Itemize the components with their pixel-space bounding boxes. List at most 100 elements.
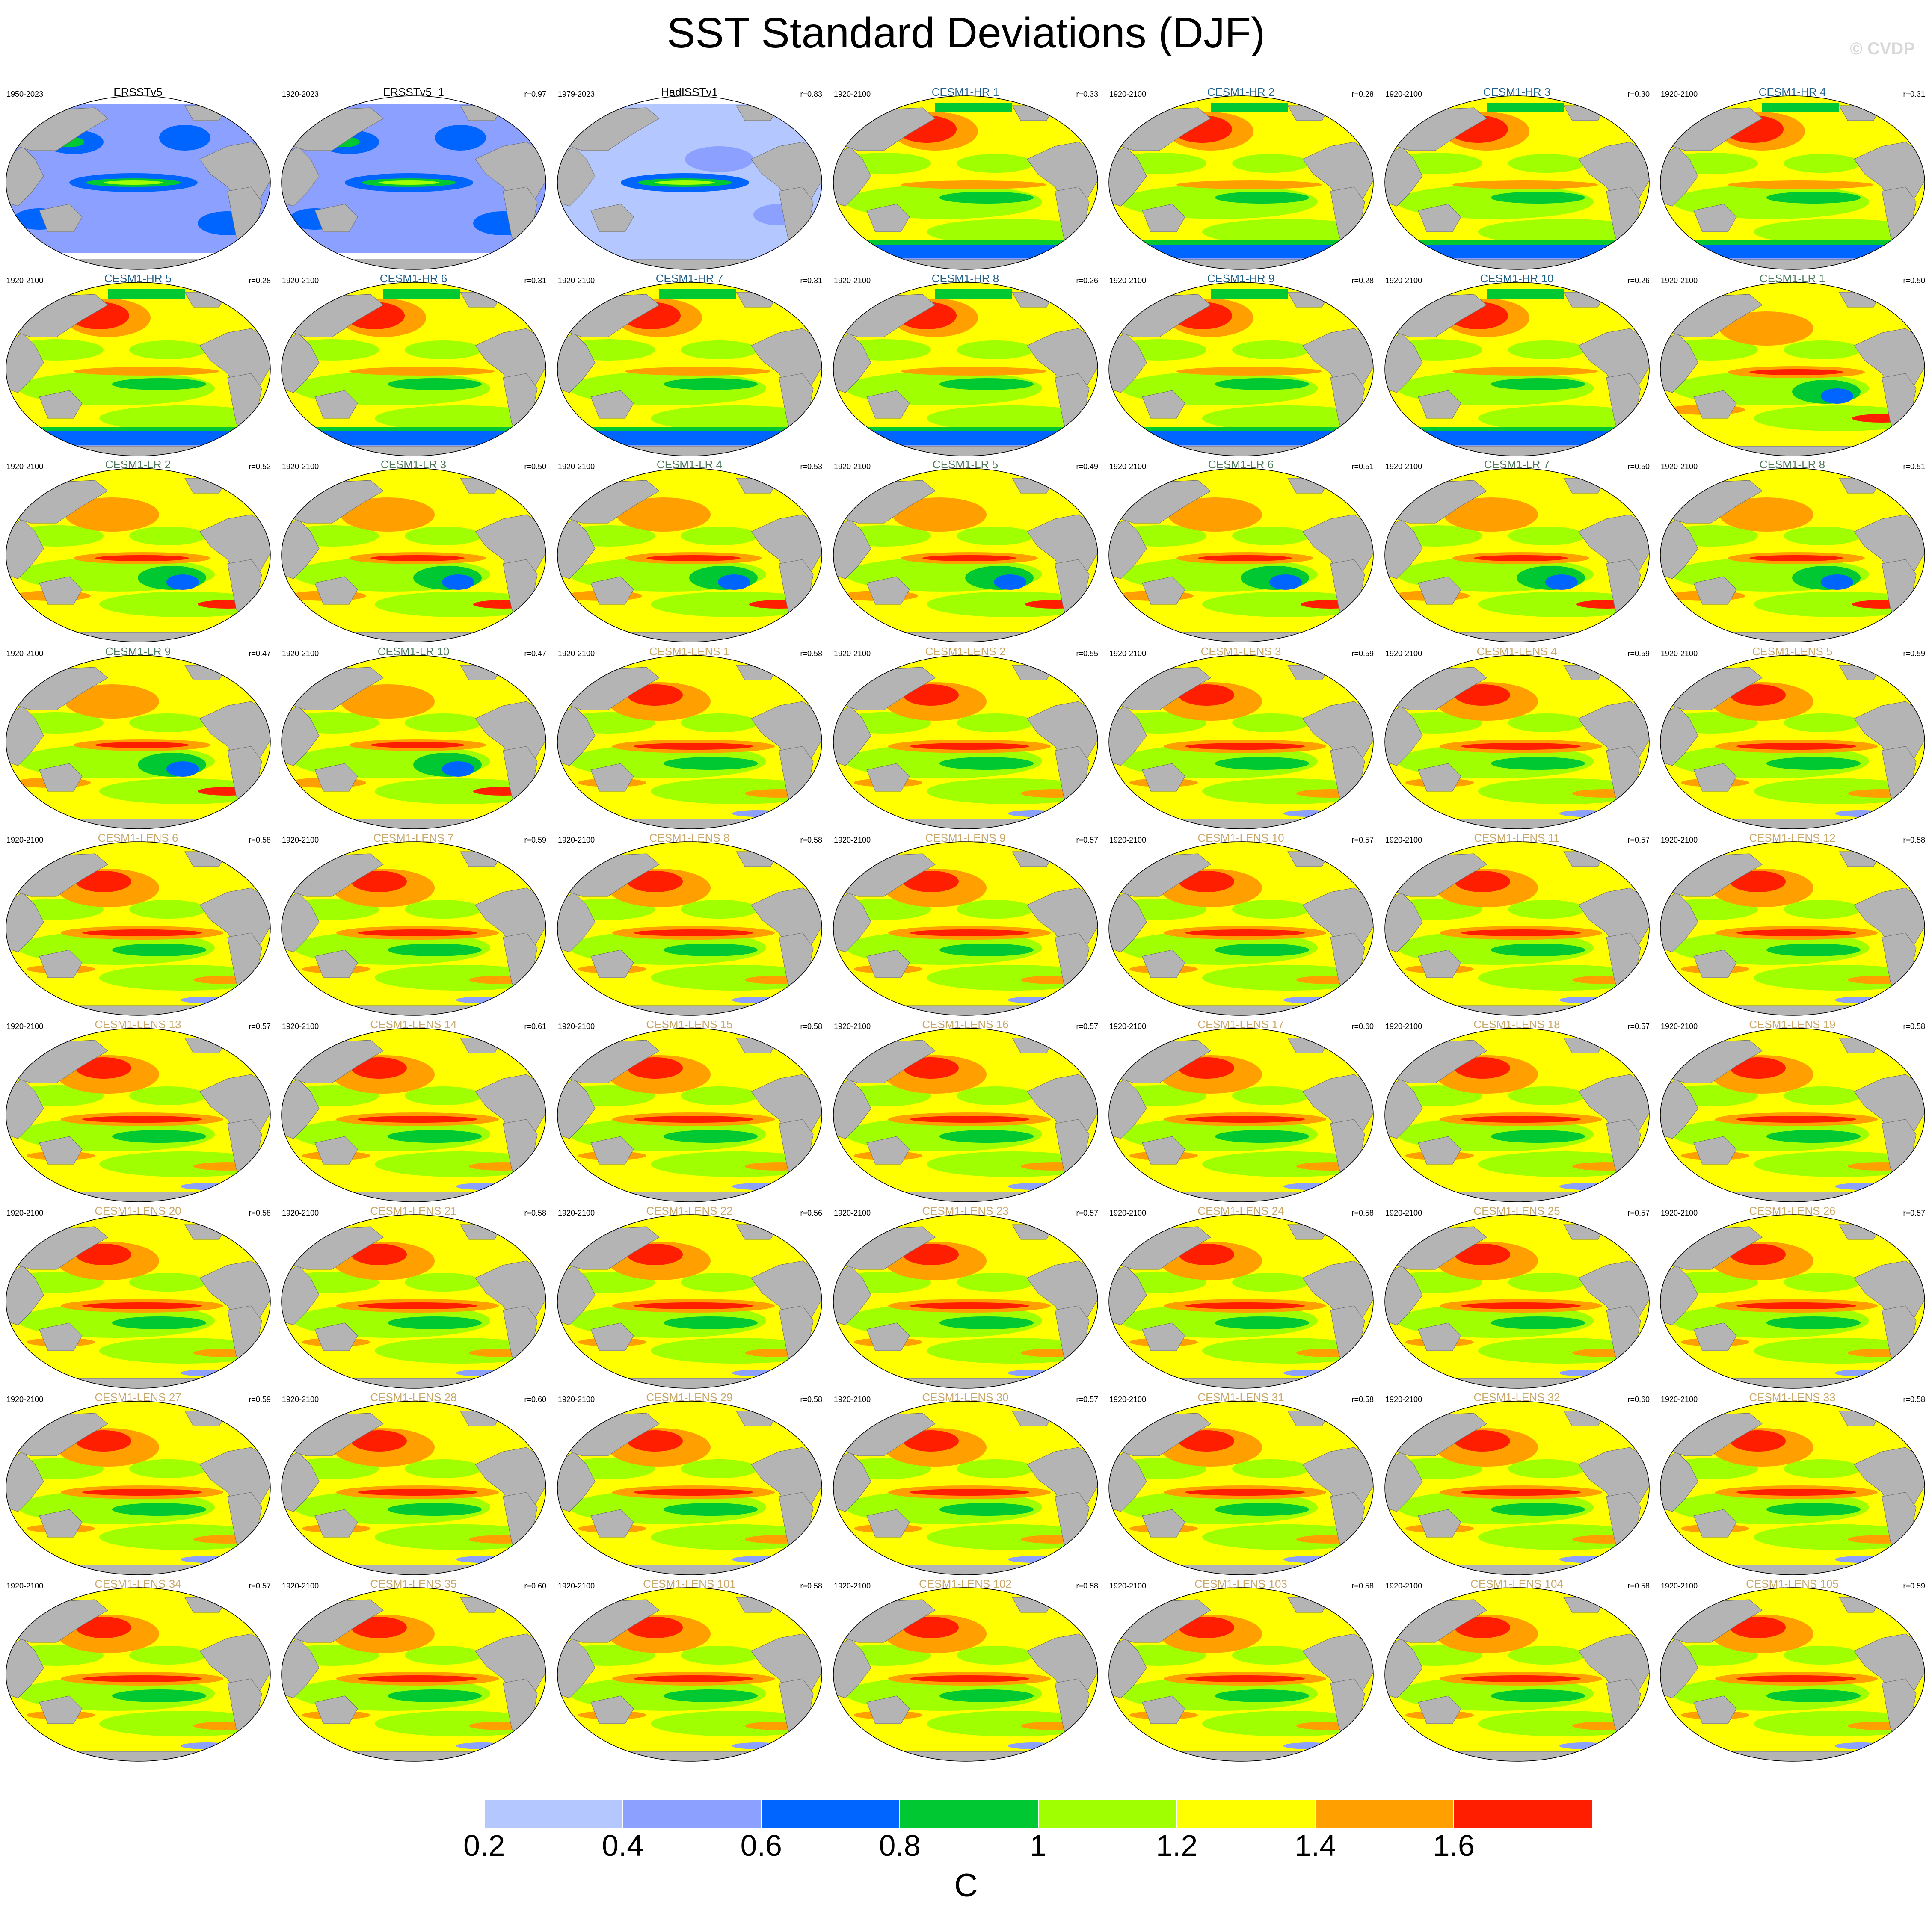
colorbar-swatch bbox=[900, 1800, 1038, 1828]
map-panel: ERSSTv5 1950-2023 bbox=[0, 86, 276, 272]
sst-stddev-map bbox=[557, 841, 822, 1016]
panel-period: 1920-2100 bbox=[558, 649, 595, 658]
map-panel: CESM1-LENS 2 1920-2100 r=0.55 bbox=[827, 645, 1103, 832]
sst-stddev-map bbox=[833, 95, 1098, 270]
map-panel: CESM1-LENS 22 1920-2100 r=0.56 bbox=[551, 1204, 827, 1391]
panel-correlation: r=0.30 bbox=[1627, 90, 1650, 98]
panel-period: 1920-2100 bbox=[558, 1209, 595, 1217]
panel-correlation: r=0.97 bbox=[524, 90, 546, 98]
panel-period: 1920-2100 bbox=[1661, 1209, 1698, 1217]
colorbar-swatch bbox=[1038, 1800, 1177, 1828]
sst-stddev-map bbox=[281, 841, 546, 1016]
map-panel: CESM1-HR 8 1920-2100 r=0.26 bbox=[827, 272, 1103, 459]
panel-correlation: r=0.26 bbox=[1076, 276, 1098, 285]
panel-period: 1920-2100 bbox=[834, 1582, 871, 1590]
map-panel: CESM1-LENS 1 1920-2100 r=0.58 bbox=[551, 645, 827, 832]
map-panel: CESM1-LENS 28 1920-2100 r=0.60 bbox=[276, 1391, 551, 1578]
map-panel: CESM1-HR 7 1920-2100 r=0.31 bbox=[551, 272, 827, 459]
sst-stddev-map bbox=[833, 282, 1098, 456]
panel-correlation: r=0.28 bbox=[1351, 90, 1374, 98]
panel-correlation: r=0.58 bbox=[1903, 836, 1925, 844]
panel-period: 1920-2100 bbox=[1109, 836, 1147, 844]
map-panel: CESM1-LENS 26 1920-2100 r=0.57 bbox=[1654, 1204, 1930, 1391]
map-panel: CESM1-LENS 18 1920-2100 r=0.57 bbox=[1379, 1018, 1655, 1205]
sst-stddev-map bbox=[6, 1587, 271, 1762]
panel-correlation: r=0.31 bbox=[800, 276, 822, 285]
colorbar-swatch bbox=[484, 1800, 623, 1828]
panel-period: 1920-2100 bbox=[834, 649, 871, 658]
sst-stddev-map bbox=[557, 1401, 822, 1575]
panel-correlation: r=0.58 bbox=[800, 1395, 822, 1404]
panel-period: 1920-2023 bbox=[282, 90, 319, 98]
panel-period: 1920-2100 bbox=[6, 836, 44, 844]
sst-stddev-map bbox=[833, 1028, 1098, 1202]
panel-period: 1920-2100 bbox=[1385, 276, 1422, 285]
sst-stddev-map bbox=[833, 655, 1098, 829]
panel-correlation: r=0.58 bbox=[1076, 1582, 1098, 1590]
panel-correlation: r=0.57 bbox=[249, 1582, 271, 1590]
colorbar-swatch bbox=[1454, 1800, 1592, 1828]
map-panel: CESM1-LENS 20 1920-2100 r=0.58 bbox=[0, 1204, 276, 1391]
sst-stddev-map bbox=[1384, 1214, 1650, 1389]
panel-correlation: r=0.59 bbox=[1903, 1582, 1925, 1590]
sst-stddev-map bbox=[1660, 655, 1925, 829]
map-panel: CESM1-LENS 15 1920-2100 r=0.58 bbox=[551, 1018, 827, 1205]
panel-period: 1950-2023 bbox=[6, 90, 44, 98]
panel-period: 1920-2100 bbox=[1661, 90, 1698, 98]
watermark: © CVDP bbox=[1850, 39, 1915, 58]
panel-correlation: r=0.60 bbox=[1627, 1395, 1650, 1404]
colorbar-tick-label: 1.2 bbox=[1156, 1829, 1198, 1862]
colorbar-swatch bbox=[1315, 1800, 1454, 1828]
panel-correlation: r=0.47 bbox=[524, 649, 546, 658]
sst-stddev-map bbox=[557, 95, 822, 270]
panel-period: 1920-2100 bbox=[834, 1022, 871, 1031]
map-panel: CESM1-LR 7 1920-2100 r=0.50 bbox=[1379, 458, 1655, 645]
panel-correlation: r=0.58 bbox=[1351, 1395, 1374, 1404]
panel-correlation: r=0.60 bbox=[524, 1395, 546, 1404]
panel-correlation: r=0.26 bbox=[1627, 276, 1650, 285]
sst-stddev-map bbox=[1660, 1028, 1925, 1202]
sst-stddev-map bbox=[281, 1401, 546, 1575]
map-panel: CESM1-LENS 29 1920-2100 r=0.58 bbox=[551, 1391, 827, 1578]
map-panel: CESM1-LR 1 1920-2100 r=0.50 bbox=[1654, 272, 1930, 459]
map-panel: CESM1-LENS 24 1920-2100 r=0.58 bbox=[1103, 1204, 1379, 1391]
sst-stddev-map bbox=[557, 1028, 822, 1202]
panel-correlation: r=0.59 bbox=[249, 1395, 271, 1404]
colorbar-tick-label: 1.4 bbox=[1294, 1829, 1336, 1862]
panel-correlation: r=0.53 bbox=[800, 462, 822, 471]
map-panel: CESM1-LENS 14 1920-2100 r=0.61 bbox=[276, 1018, 551, 1205]
map-panel: CESM1-LENS 17 1920-2100 r=0.60 bbox=[1103, 1018, 1379, 1205]
panel-period: 1920-2100 bbox=[1661, 1395, 1698, 1404]
panel-correlation: r=0.58 bbox=[249, 1209, 271, 1217]
panel-period: 1920-2100 bbox=[6, 649, 44, 658]
panel-correlation: r=0.60 bbox=[524, 1582, 546, 1590]
panel-period: 1920-2100 bbox=[282, 1582, 319, 1590]
sst-stddev-map bbox=[1384, 95, 1650, 270]
panel-correlation: r=0.59 bbox=[1903, 649, 1925, 658]
colorbar bbox=[346, 1800, 1592, 1828]
map-panel: CESM1-LENS 35 1920-2100 r=0.60 bbox=[276, 1577, 551, 1764]
panel-correlation: r=0.50 bbox=[1627, 462, 1650, 471]
sst-stddev-map bbox=[1108, 1028, 1374, 1202]
panel-correlation: r=0.47 bbox=[249, 649, 271, 658]
panel-period: 1920-2100 bbox=[6, 276, 44, 285]
sst-stddev-map bbox=[1108, 1587, 1374, 1762]
sst-stddev-map bbox=[1660, 1401, 1925, 1575]
map-panel: CESM1-HR 3 1920-2100 r=0.30 bbox=[1379, 86, 1655, 272]
panel-period: 1920-2100 bbox=[834, 462, 871, 471]
panel-period: 1920-2100 bbox=[282, 276, 319, 285]
sst-stddev-map bbox=[1108, 468, 1374, 642]
panel-correlation: r=0.50 bbox=[524, 462, 546, 471]
sst-stddev-map bbox=[1660, 282, 1925, 456]
panel-correlation: r=0.58 bbox=[800, 649, 822, 658]
panel-period: 1920-2100 bbox=[558, 1395, 595, 1404]
sst-stddev-map bbox=[833, 1401, 1098, 1575]
colorbar-tick-label: 1.6 bbox=[1433, 1829, 1475, 1862]
panel-period: 1920-2100 bbox=[1385, 649, 1422, 658]
panel-period: 1979-2023 bbox=[558, 90, 595, 98]
panel-period: 1920-2100 bbox=[1661, 276, 1698, 285]
sst-stddev-map bbox=[281, 1028, 546, 1202]
map-panel: CESM1-LENS 33 1920-2100 r=0.58 bbox=[1654, 1391, 1930, 1578]
colorbar-tick-label: 0.4 bbox=[602, 1829, 644, 1862]
panel-correlation: r=0.58 bbox=[800, 1022, 822, 1031]
